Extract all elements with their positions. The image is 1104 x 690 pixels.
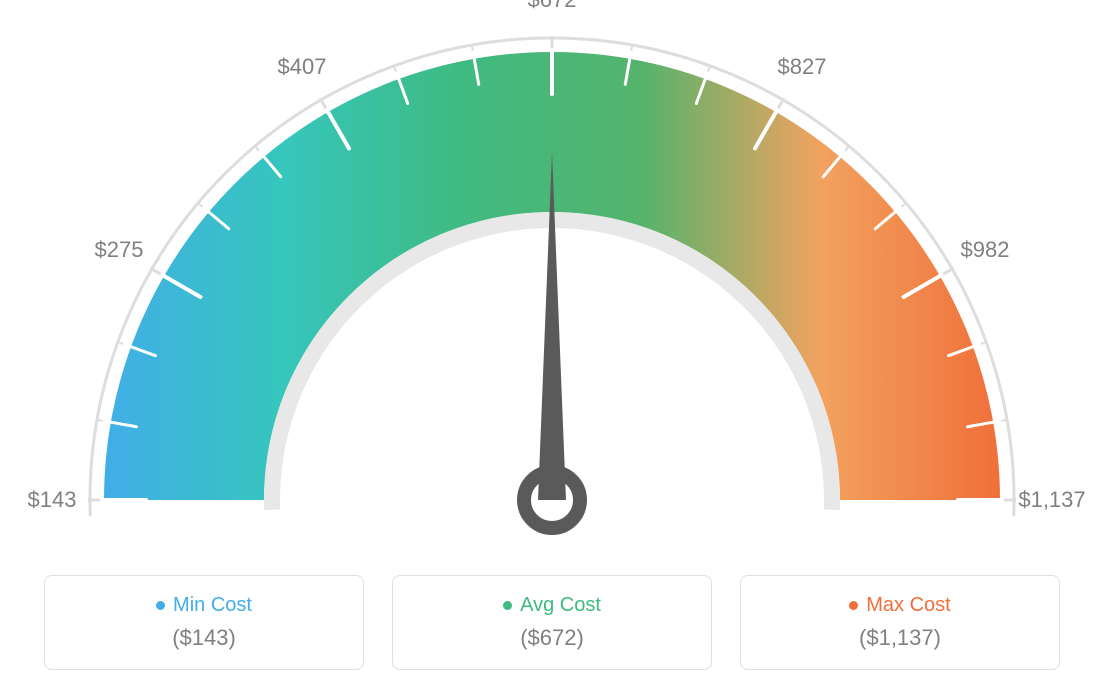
legend-min-title: Min Cost: [156, 594, 252, 617]
legend-max-value: ($1,137): [751, 625, 1049, 651]
dot-icon: [503, 601, 512, 610]
legend-max-box: Max Cost ($1,137): [740, 575, 1060, 670]
legend-avg-value: ($672): [403, 625, 701, 651]
legend-avg-label: Avg Cost: [520, 594, 601, 617]
legend-min-value: ($143): [55, 625, 353, 651]
dot-icon: [849, 601, 858, 610]
legend-max-title: Max Cost: [849, 594, 950, 617]
gauge-tick-label: $275: [95, 237, 144, 263]
gauge-tick-label: $827: [778, 54, 827, 80]
legend-max-label: Max Cost: [866, 594, 950, 617]
gauge-tick-label: $1,137: [1018, 487, 1085, 513]
dot-icon: [156, 601, 165, 610]
gauge-chart: $143 $275 $407 $672 $827 $982 $1,137: [0, 0, 1104, 560]
gauge-tick-label: $407: [278, 54, 327, 80]
gauge-svg: [0, 0, 1104, 560]
legend-min-box: Min Cost ($143): [44, 575, 364, 670]
legend-row: Min Cost ($143) Avg Cost ($672) Max Cost…: [0, 575, 1104, 670]
legend-avg-title: Avg Cost: [503, 594, 601, 617]
gauge-tick-label: $982: [961, 237, 1010, 263]
legend-min-label: Min Cost: [173, 594, 252, 617]
gauge-tick-label: $672: [528, 0, 577, 13]
gauge-tick-label: $143: [28, 487, 77, 513]
legend-avg-box: Avg Cost ($672): [392, 575, 712, 670]
